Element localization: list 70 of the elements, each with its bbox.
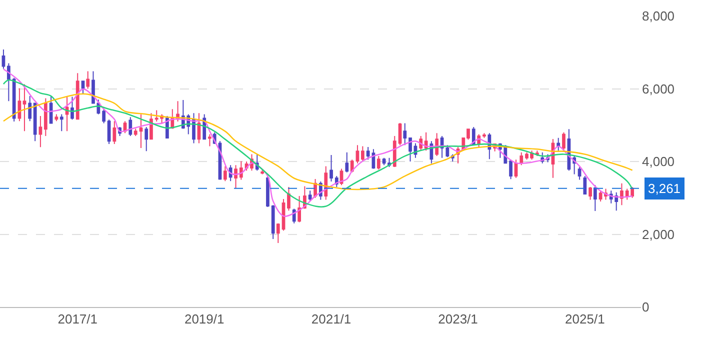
candlestick — [472, 126, 476, 146]
candlestick — [266, 176, 270, 208]
candlestick — [223, 166, 227, 182]
line-series — [2, 93, 633, 190]
candlestick — [112, 120, 116, 145]
y-tick-label: 8,000 — [642, 8, 675, 24]
candlestick — [70, 96, 74, 120]
candlestick — [408, 137, 412, 162]
candlestick — [578, 166, 582, 180]
candlestick — [287, 186, 290, 212]
x-tick-label: 2017/1 — [58, 312, 98, 327]
x-tick-label: 2019/1 — [184, 312, 224, 327]
candlestick — [583, 176, 587, 195]
candlestick — [298, 196, 302, 223]
candlestick — [92, 70, 95, 104]
candlestick — [150, 112, 153, 140]
x-tick-label: 2023/1 — [438, 312, 478, 327]
candlestick — [260, 168, 264, 175]
y-tick-label: 0 — [642, 300, 650, 315]
ref-line-label: 3,261 — [648, 181, 681, 196]
candlestick — [102, 108, 106, 124]
candlestick — [208, 134, 212, 147]
candlestick — [86, 70, 90, 90]
candlestick — [139, 114, 143, 149]
y-tick-label: 6,000 — [642, 81, 675, 96]
candlestick — [593, 184, 597, 212]
candlestick — [271, 204, 275, 240]
candlestick — [361, 146, 364, 162]
candlestick — [197, 112, 201, 144]
y-tick-label: 4,000 — [642, 154, 675, 170]
candlestick — [65, 96, 69, 132]
candlestick — [509, 159, 512, 180]
candlestick — [234, 164, 238, 189]
candlestick — [482, 132, 486, 138]
candlestick — [556, 137, 560, 152]
candlestick — [403, 122, 407, 146]
candlestick — [134, 128, 138, 137]
candlestick — [382, 157, 386, 166]
candlestick — [356, 144, 360, 164]
candlestick — [330, 154, 333, 182]
candlestick — [28, 96, 32, 122]
candlestick — [350, 159, 354, 172]
candlestick — [38, 116, 42, 148]
candlestick — [376, 156, 380, 170]
candlestick — [520, 152, 524, 166]
candlestick — [392, 136, 396, 168]
x-tick-label: 2025/1 — [565, 312, 605, 327]
x-tick-label: 2021/1 — [311, 312, 352, 327]
candlestick — [60, 114, 64, 132]
candlestick — [2, 48, 6, 70]
candlestick — [446, 144, 450, 158]
candlestick — [598, 190, 602, 202]
candlestick — [128, 116, 132, 137]
candlestick — [308, 190, 312, 202]
candlestick — [366, 146, 370, 160]
candlestick — [107, 119, 111, 145]
candlestick — [345, 152, 349, 173]
candlestick — [588, 186, 592, 200]
candlestick — [44, 98, 48, 137]
candlestick — [562, 132, 566, 152]
candlestick — [144, 126, 148, 152]
y-tick-label: 2,000 — [642, 226, 675, 242]
candlestick — [33, 102, 37, 142]
candlestick — [54, 114, 58, 122]
candlestick — [12, 77, 16, 122]
candlestick — [276, 222, 280, 244]
candlestick — [398, 122, 402, 146]
candlestick — [18, 88, 22, 122]
candlestick — [6, 62, 10, 102]
candlestick — [22, 84, 26, 132]
